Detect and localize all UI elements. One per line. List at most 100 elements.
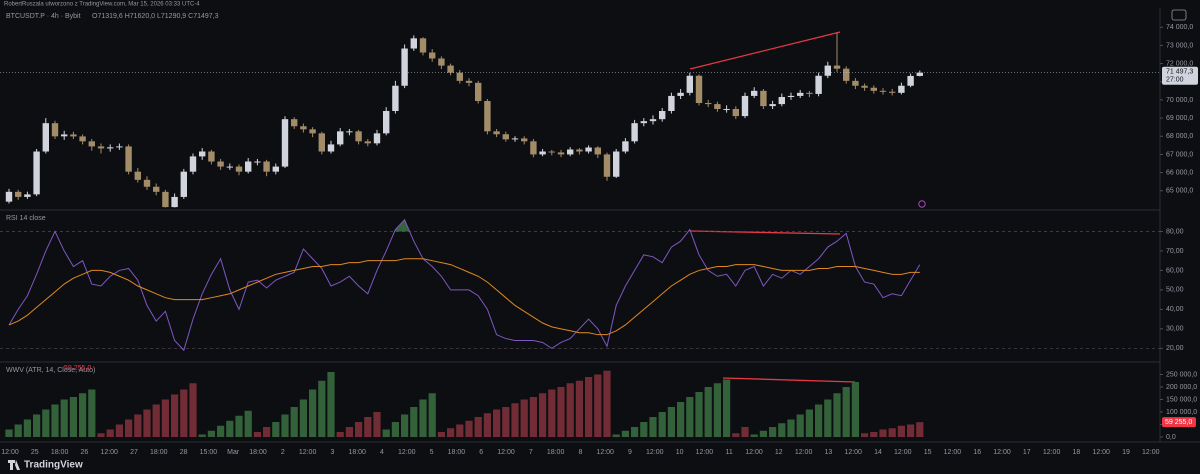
wwv-bar	[759, 430, 767, 437]
wwv-bar	[336, 432, 344, 437]
wwv-bar	[723, 379, 731, 437]
wwv-bar	[226, 420, 234, 437]
y-tick-label: 150 000,0	[1166, 396, 1197, 403]
candle-body	[493, 131, 500, 135]
wwv-bar	[870, 432, 878, 437]
wwv-bar	[686, 397, 694, 437]
indicator-value: 59 255,0	[64, 365, 91, 372]
wwv-bar	[152, 404, 160, 437]
wwv-bar	[465, 420, 473, 437]
y-tick-label: 200 000,0	[1166, 384, 1197, 391]
wwv-bar	[189, 383, 197, 437]
wwv-bar	[161, 399, 169, 437]
candle-body	[254, 161, 261, 163]
wwv-bar	[750, 434, 758, 437]
wwv-bar	[483, 413, 491, 437]
candle-body	[272, 166, 279, 172]
wwv-bar	[244, 410, 252, 437]
wwv-bar	[897, 425, 905, 437]
x-tick-label: 18	[1073, 449, 1081, 456]
candle-body	[916, 72, 923, 76]
y-tick-label: 66 000,0	[1166, 169, 1193, 176]
candle-body	[97, 146, 105, 149]
x-tick-label: 26	[81, 449, 89, 456]
wwv-bar	[677, 402, 685, 437]
x-tick-label: 10	[676, 449, 684, 456]
x-tick-label: 12:00	[299, 449, 317, 456]
candle-body	[475, 82, 482, 102]
x-tick-label: 19	[1122, 449, 1130, 456]
y-tick-label: 30,00	[1166, 326, 1184, 333]
candle-body	[88, 141, 95, 147]
candle-body	[189, 156, 197, 172]
y-tick-label: 100 000,0	[1166, 409, 1197, 416]
candle-body	[226, 166, 233, 168]
wwv-bar	[42, 409, 50, 437]
last-value-tag	[1162, 417, 1196, 428]
x-tick-label: 18:00	[448, 449, 466, 456]
candle-body	[686, 75, 693, 93]
wwv-bar	[842, 387, 850, 437]
candle-body	[815, 75, 822, 94]
candle-body	[778, 97, 785, 105]
x-tick-label: 4	[380, 449, 384, 456]
x-tick-label: 5	[430, 449, 434, 456]
candle-body	[309, 129, 316, 134]
wwv-bar	[456, 424, 464, 437]
candle-body	[861, 85, 868, 88]
x-tick-label: 12:00	[646, 449, 664, 456]
x-tick-label: 12:00	[1142, 449, 1160, 456]
candle-body	[61, 134, 68, 137]
pane-title: RSI 14 close	[6, 215, 46, 222]
candle-body	[521, 138, 528, 142]
wwv-bar	[79, 393, 87, 437]
wwv-bar	[824, 399, 832, 437]
x-tick-label: Mar	[227, 449, 240, 456]
candle-body	[769, 104, 776, 107]
wwv-bar	[143, 409, 151, 437]
wwv-bar	[345, 427, 353, 437]
wwv-bar	[769, 427, 777, 437]
wwv-bar	[88, 389, 96, 437]
wwv-bar	[419, 399, 427, 437]
countdown: 27:00	[1166, 77, 1184, 84]
wwv-bar	[594, 374, 602, 437]
candle-body	[907, 75, 914, 86]
settings-icon[interactable]	[1171, 9, 1187, 21]
candle-body	[263, 161, 270, 172]
wwv-bar	[401, 414, 409, 437]
wwv-bar	[603, 370, 611, 437]
x-tick-label: 25	[31, 449, 39, 456]
wwv-bar	[180, 389, 188, 437]
wwv-bar	[704, 387, 712, 437]
candle-body	[162, 191, 169, 208]
wwv-bar	[318, 380, 326, 437]
candle-body	[143, 179, 151, 187]
wwv-bar	[171, 394, 179, 437]
event-icon[interactable]	[918, 200, 926, 208]
candle-body	[824, 65, 831, 76]
x-tick-label: 12:00	[596, 449, 614, 456]
x-tick-label: 12:00	[1, 449, 19, 456]
candle-body	[79, 136, 86, 142]
wwv-bar	[106, 429, 114, 437]
candle-body	[410, 38, 417, 49]
wwv-bar	[437, 432, 445, 437]
rsi-line	[8, 258, 920, 336]
wwv-bar	[557, 387, 565, 437]
y-tick-label: 67 000,0	[1166, 151, 1193, 158]
candle-body	[383, 110, 390, 134]
wwv-bar	[391, 422, 399, 437]
wwv-bar	[732, 433, 740, 437]
x-tick-label: 15:00	[200, 449, 218, 456]
wwv-bar	[125, 419, 133, 437]
candle-body	[337, 131, 344, 145]
wwv-bar	[815, 404, 823, 437]
x-tick-label: 14	[874, 449, 882, 456]
candle-body	[327, 144, 335, 152]
candle-body	[576, 149, 583, 152]
x-tick-label: 12:00	[993, 449, 1011, 456]
wwv-bar	[658, 412, 666, 437]
candle-body	[33, 151, 40, 195]
candle-body	[649, 119, 657, 122]
